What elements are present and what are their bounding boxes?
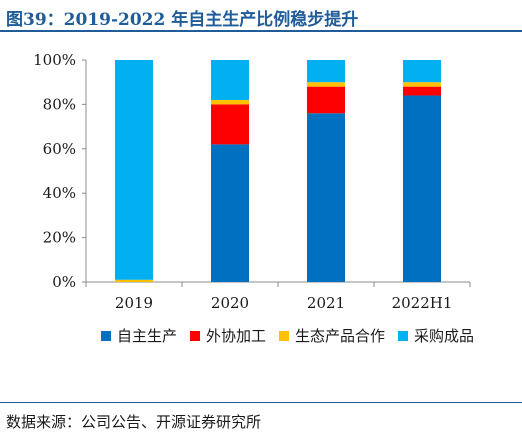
bar-segment (307, 82, 345, 87)
footer-rule (0, 402, 522, 403)
bar-segment (307, 86, 345, 114)
legend-label: 外协加工 (206, 327, 266, 345)
bar-segment (211, 144, 249, 282)
y-tick-label: 100% (33, 51, 76, 69)
y-tick-label: 80% (43, 95, 76, 113)
y-tick-label: 40% (43, 184, 76, 202)
figure-title: 图39：2019-2022 年自主生产比例稳步提升 (6, 10, 359, 30)
bar-segment (307, 113, 345, 282)
data-source-note: 数据来源：公司公告、开源证券研究所 (6, 413, 262, 431)
bar-segment (211, 99, 249, 105)
x-tick-label: 2021 (307, 294, 345, 312)
figure-header: 图39：2019-2022 年自主生产比例稳步提升 (0, 0, 522, 32)
bar-segment (403, 95, 441, 282)
bar-segment (115, 279, 153, 282)
y-tick-label: 60% (43, 140, 76, 158)
bar-segment (211, 60, 249, 100)
y-tick-label: 20% (43, 229, 76, 247)
figure-footer: 数据来源：公司公告、开源证券研究所 (0, 402, 522, 436)
legend-swatch (190, 331, 200, 341)
bar-segment (403, 86, 441, 96)
bar-segment (403, 82, 441, 87)
bar-segment (403, 60, 441, 83)
y-tick-label: 0% (52, 273, 76, 291)
x-tick-label: 2020 (211, 294, 249, 312)
bar-segment (115, 60, 153, 280)
legend-swatch (279, 331, 289, 341)
x-tick-label: 2019 (115, 294, 153, 312)
title-underline (0, 30, 522, 32)
legend-label: 生态产品合作 (295, 327, 385, 345)
x-tick-label: 2022H1 (392, 294, 453, 312)
bar-segment (307, 60, 345, 83)
bar-segment (211, 104, 249, 145)
legend-swatch (101, 331, 111, 341)
legend-swatch (398, 331, 408, 341)
stacked-bar-chart: 0% 20% 40% 60% 80% 100% 2019 2020 2021 2022H1 自主生产… (33, 51, 474, 345)
legend-label: 自主生产 (117, 327, 177, 345)
legend-label: 采购成品 (414, 327, 474, 345)
